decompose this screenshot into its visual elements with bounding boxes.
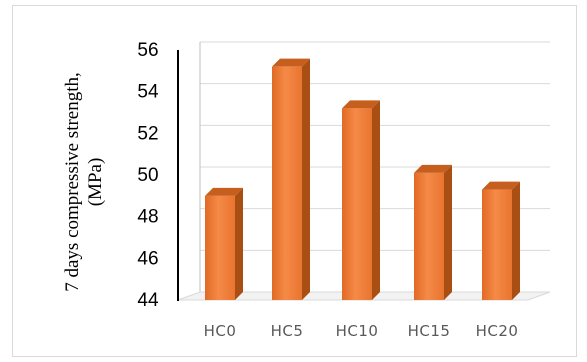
bar-HC10	[342, 100, 380, 300]
bar-front-HC15	[414, 172, 444, 300]
bar-front-HC20	[482, 189, 512, 300]
x-tick-label-HC20: HC20	[476, 322, 519, 340]
y-tick-label-56: 56	[137, 40, 158, 61]
bar-side-HC15	[444, 164, 452, 300]
bar-HC15	[414, 164, 452, 300]
x-tick-label-HC10: HC10	[336, 322, 379, 340]
y-tick-labels: 44 46 48 50 52 54 56	[137, 40, 159, 311]
bar-top-HC0	[205, 187, 243, 196]
bar-HC20	[482, 181, 520, 300]
y-tick-label-46: 46	[137, 248, 158, 269]
bar-top-HC15	[414, 164, 452, 173]
y-tick-label-50: 50	[137, 165, 158, 186]
x-tick-labels: HC0 HC5 HC10 HC15 HC20	[204, 322, 519, 340]
y-tick-label-54: 54	[137, 82, 159, 103]
bar-front-HC0	[205, 195, 235, 300]
x-tick-label-HC5: HC5	[271, 322, 304, 340]
bar-side-HC5	[302, 58, 310, 300]
bar-side-HC0	[235, 187, 243, 300]
bar-front-HC10	[342, 108, 372, 300]
bar-HC5	[272, 58, 310, 301]
bar-side-HC10	[372, 100, 380, 300]
bar-top-HC10	[342, 100, 380, 109]
bar-top-HC20	[482, 181, 520, 190]
y-axis-label-line1: 7 days compressive strength,	[62, 72, 83, 292]
bar-top-HC5	[272, 58, 310, 67]
y-tick-label-44: 44	[137, 290, 159, 311]
x-tick-label-HC15: HC15	[408, 322, 451, 340]
y-tick-label-48: 48	[137, 207, 158, 228]
bars	[205, 58, 520, 301]
bar-front-HC5	[272, 66, 302, 301]
y-axis-label-line2: (MPa)	[85, 158, 106, 207]
bar-side-HC20	[512, 181, 520, 300]
bar-HC0	[205, 187, 243, 300]
x-tick-label-HC0: HC0	[204, 322, 237, 340]
y-tick-label-52: 52	[137, 123, 158, 144]
